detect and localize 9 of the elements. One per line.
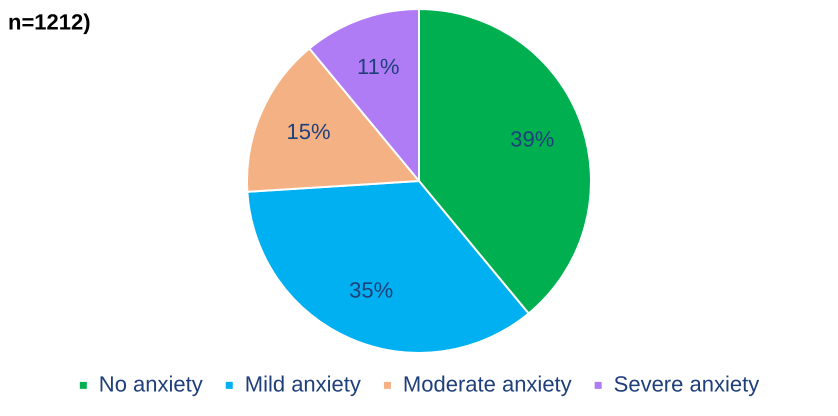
legend-label: Moderate anxiety — [402, 371, 572, 396]
data-label: 11% — [357, 54, 400, 79]
data-label: 35% — [349, 278, 394, 303]
data-label: 15% — [286, 119, 331, 144]
chart-title: n=1212) — [8, 9, 91, 34]
legend-label: Severe anxiety — [614, 371, 760, 396]
legend-label: No anxiety — [98, 371, 203, 396]
data-label: 39% — [510, 126, 554, 152]
legend-label: Mild anxiety — [244, 371, 361, 396]
